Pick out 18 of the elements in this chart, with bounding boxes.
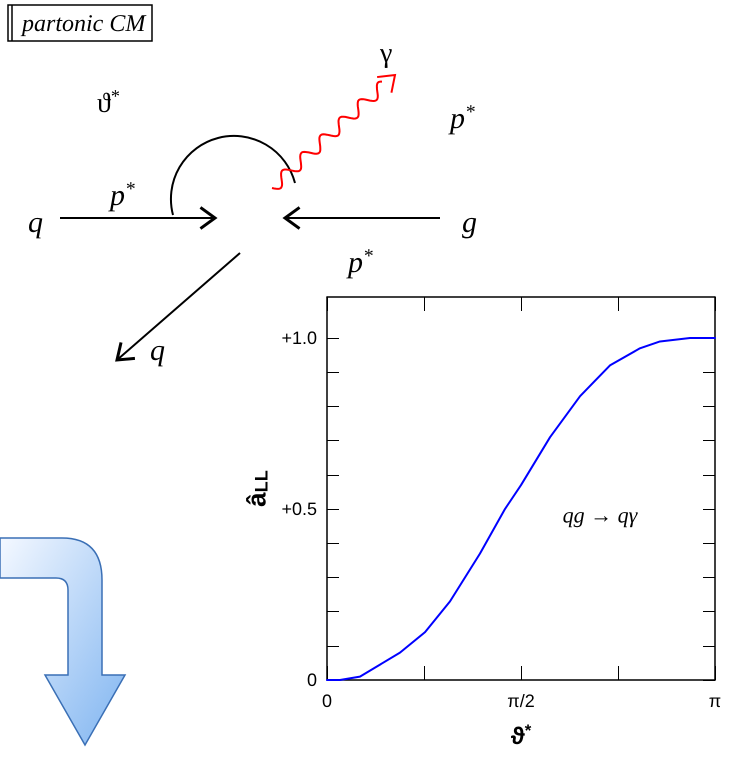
text: p$^{*}$: [448, 102, 475, 135]
y-axis-title: âLL: [241, 470, 272, 507]
text: p$^{*}$: [108, 178, 135, 212]
y-tick-label: +1.0: [281, 328, 317, 348]
text: γ: [379, 38, 392, 69]
text: partonic CM: [20, 11, 148, 37]
text: g: [462, 206, 477, 239]
text: p$^{*}$: [346, 246, 373, 279]
x-axis-title: ϑ*: [510, 721, 532, 750]
annotation: qg → qγ: [562, 502, 639, 528]
text: q: [150, 334, 165, 367]
text: q: [28, 206, 43, 239]
text: ϑ$^{*}$: [97, 86, 120, 119]
x-tick-label: π/2: [507, 691, 535, 711]
y-tick-label: 0: [306, 670, 317, 690]
x-tick-label: 0: [322, 691, 332, 711]
y-tick-label: +0.5: [281, 499, 317, 520]
x-tick-label: π: [708, 691, 722, 711]
